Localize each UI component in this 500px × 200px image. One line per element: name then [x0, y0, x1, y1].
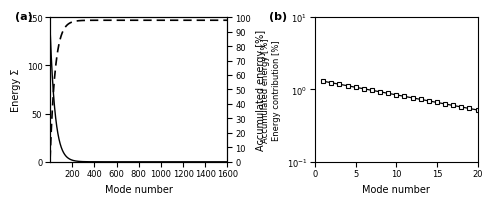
- Y-axis label: Accumulated energy [%]: Accumulated energy [%]: [256, 30, 266, 150]
- X-axis label: Mode number: Mode number: [362, 184, 430, 194]
- Text: (b): (b): [270, 12, 287, 22]
- Y-axis label: Accumulated energy [%]
Energy contribution [%]: Accumulated energy [%] Energy contributi…: [261, 38, 281, 142]
- X-axis label: Mode number: Mode number: [105, 184, 172, 194]
- Y-axis label: Energy Σ: Energy Σ: [11, 68, 21, 112]
- Text: (a): (a): [14, 12, 32, 22]
